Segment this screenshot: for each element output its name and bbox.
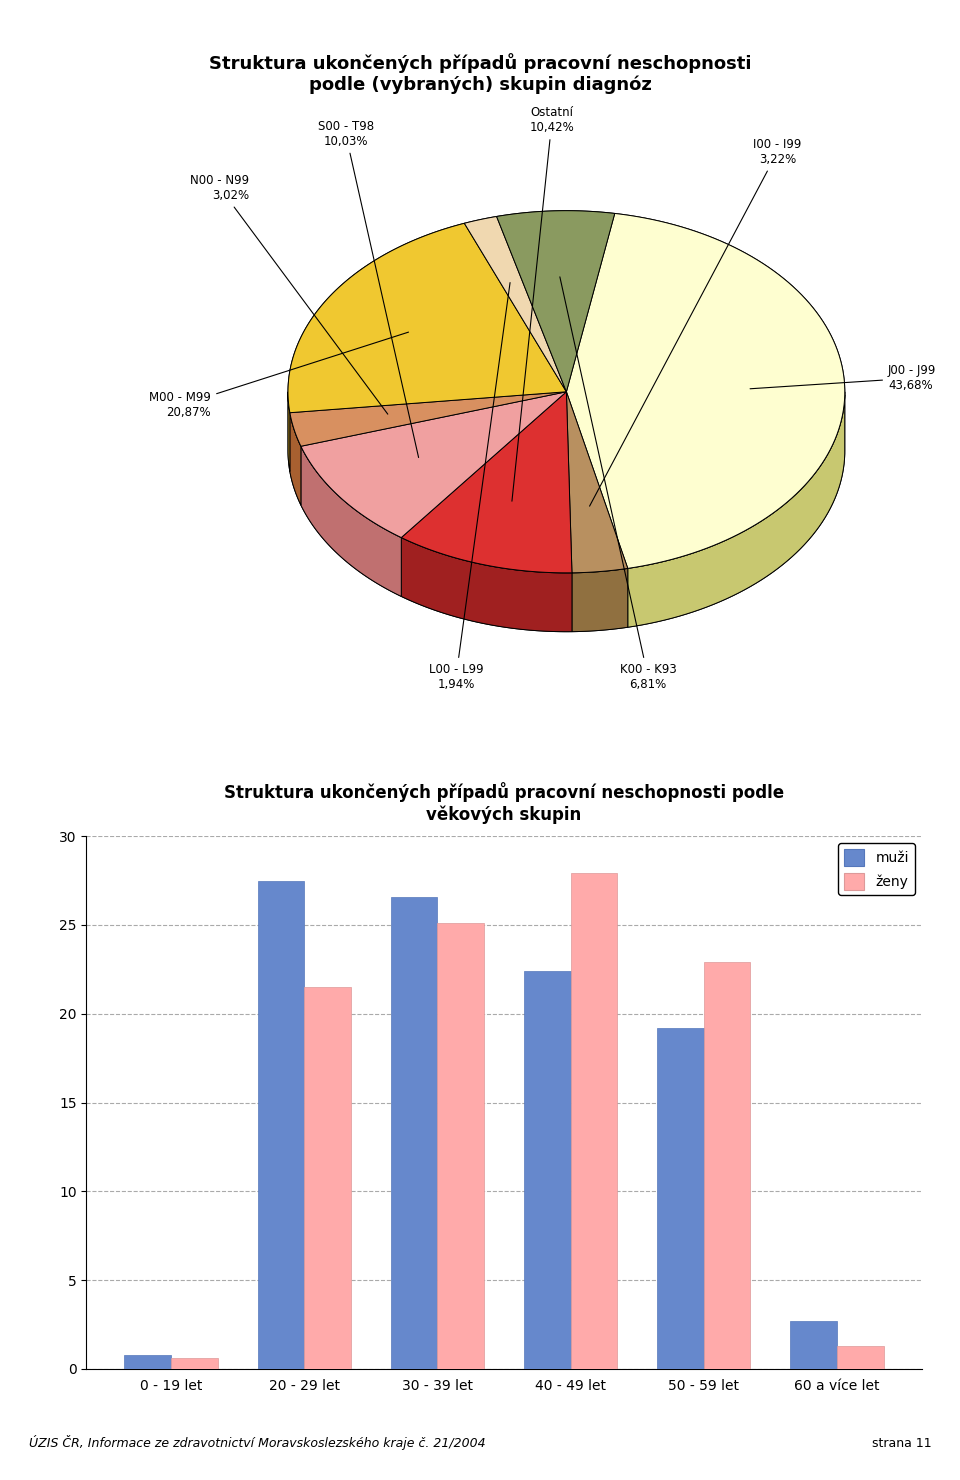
Polygon shape	[290, 392, 566, 447]
Polygon shape	[566, 213, 845, 568]
Legend: muži, ženy: muži, ženy	[838, 844, 915, 895]
Title: Struktura ukončených případů pracovní neschopnosti podle
věkových skupin: Struktura ukončených případů pracovní ne…	[224, 781, 784, 823]
Text: Struktura ukončených případů pracovní neschopnosti
podle (vybraných) skupin diag: Struktura ukončených případů pracovní ne…	[208, 53, 752, 95]
Text: M00 - M99
20,87%: M00 - M99 20,87%	[150, 332, 409, 419]
Bar	[837, 1345, 883, 1369]
Bar	[257, 881, 304, 1369]
Text: J00 - J99
43,68%: J00 - J99 43,68%	[750, 364, 936, 392]
Polygon shape	[288, 392, 845, 632]
Polygon shape	[628, 395, 845, 628]
Text: L00 - L99
1,94%: L00 - L99 1,94%	[429, 283, 510, 691]
Polygon shape	[566, 213, 845, 568]
Bar	[790, 1322, 837, 1369]
Bar	[438, 924, 484, 1369]
Text: ÚZIS ČR, Informace ze zdravotnictví Moravskoslezského kraje č. 21/2004: ÚZIS ČR, Informace ze zdravotnictví Mora…	[29, 1436, 486, 1450]
Polygon shape	[566, 392, 628, 573]
Polygon shape	[300, 392, 566, 537]
Polygon shape	[401, 537, 572, 632]
Bar	[125, 1354, 171, 1369]
Bar	[304, 987, 350, 1369]
Polygon shape	[465, 216, 566, 392]
Polygon shape	[401, 392, 572, 573]
Bar	[391, 897, 438, 1369]
Polygon shape	[290, 413, 300, 505]
Polygon shape	[300, 447, 401, 596]
Text: Ostatní
10,42%: Ostatní 10,42%	[512, 107, 574, 502]
Bar	[704, 962, 751, 1369]
Bar	[658, 1029, 704, 1369]
Polygon shape	[288, 394, 290, 472]
Polygon shape	[572, 568, 628, 632]
Text: N00 - N99
3,02%: N00 - N99 3,02%	[190, 175, 388, 414]
Polygon shape	[300, 392, 566, 537]
Polygon shape	[288, 223, 566, 413]
Polygon shape	[496, 210, 614, 392]
Text: strana 11: strana 11	[872, 1437, 931, 1450]
Text: I00 - I99
3,22%: I00 - I99 3,22%	[589, 138, 802, 506]
Text: S00 - T98
10,03%: S00 - T98 10,03%	[318, 120, 419, 457]
Text: K00 - K93
6,81%: K00 - K93 6,81%	[560, 277, 677, 691]
Polygon shape	[496, 210, 614, 392]
Polygon shape	[401, 392, 572, 573]
Bar	[570, 873, 617, 1369]
Polygon shape	[290, 392, 566, 447]
Bar	[171, 1359, 218, 1369]
Bar	[524, 971, 570, 1369]
Polygon shape	[288, 223, 566, 413]
Polygon shape	[566, 392, 628, 573]
Polygon shape	[465, 216, 566, 392]
